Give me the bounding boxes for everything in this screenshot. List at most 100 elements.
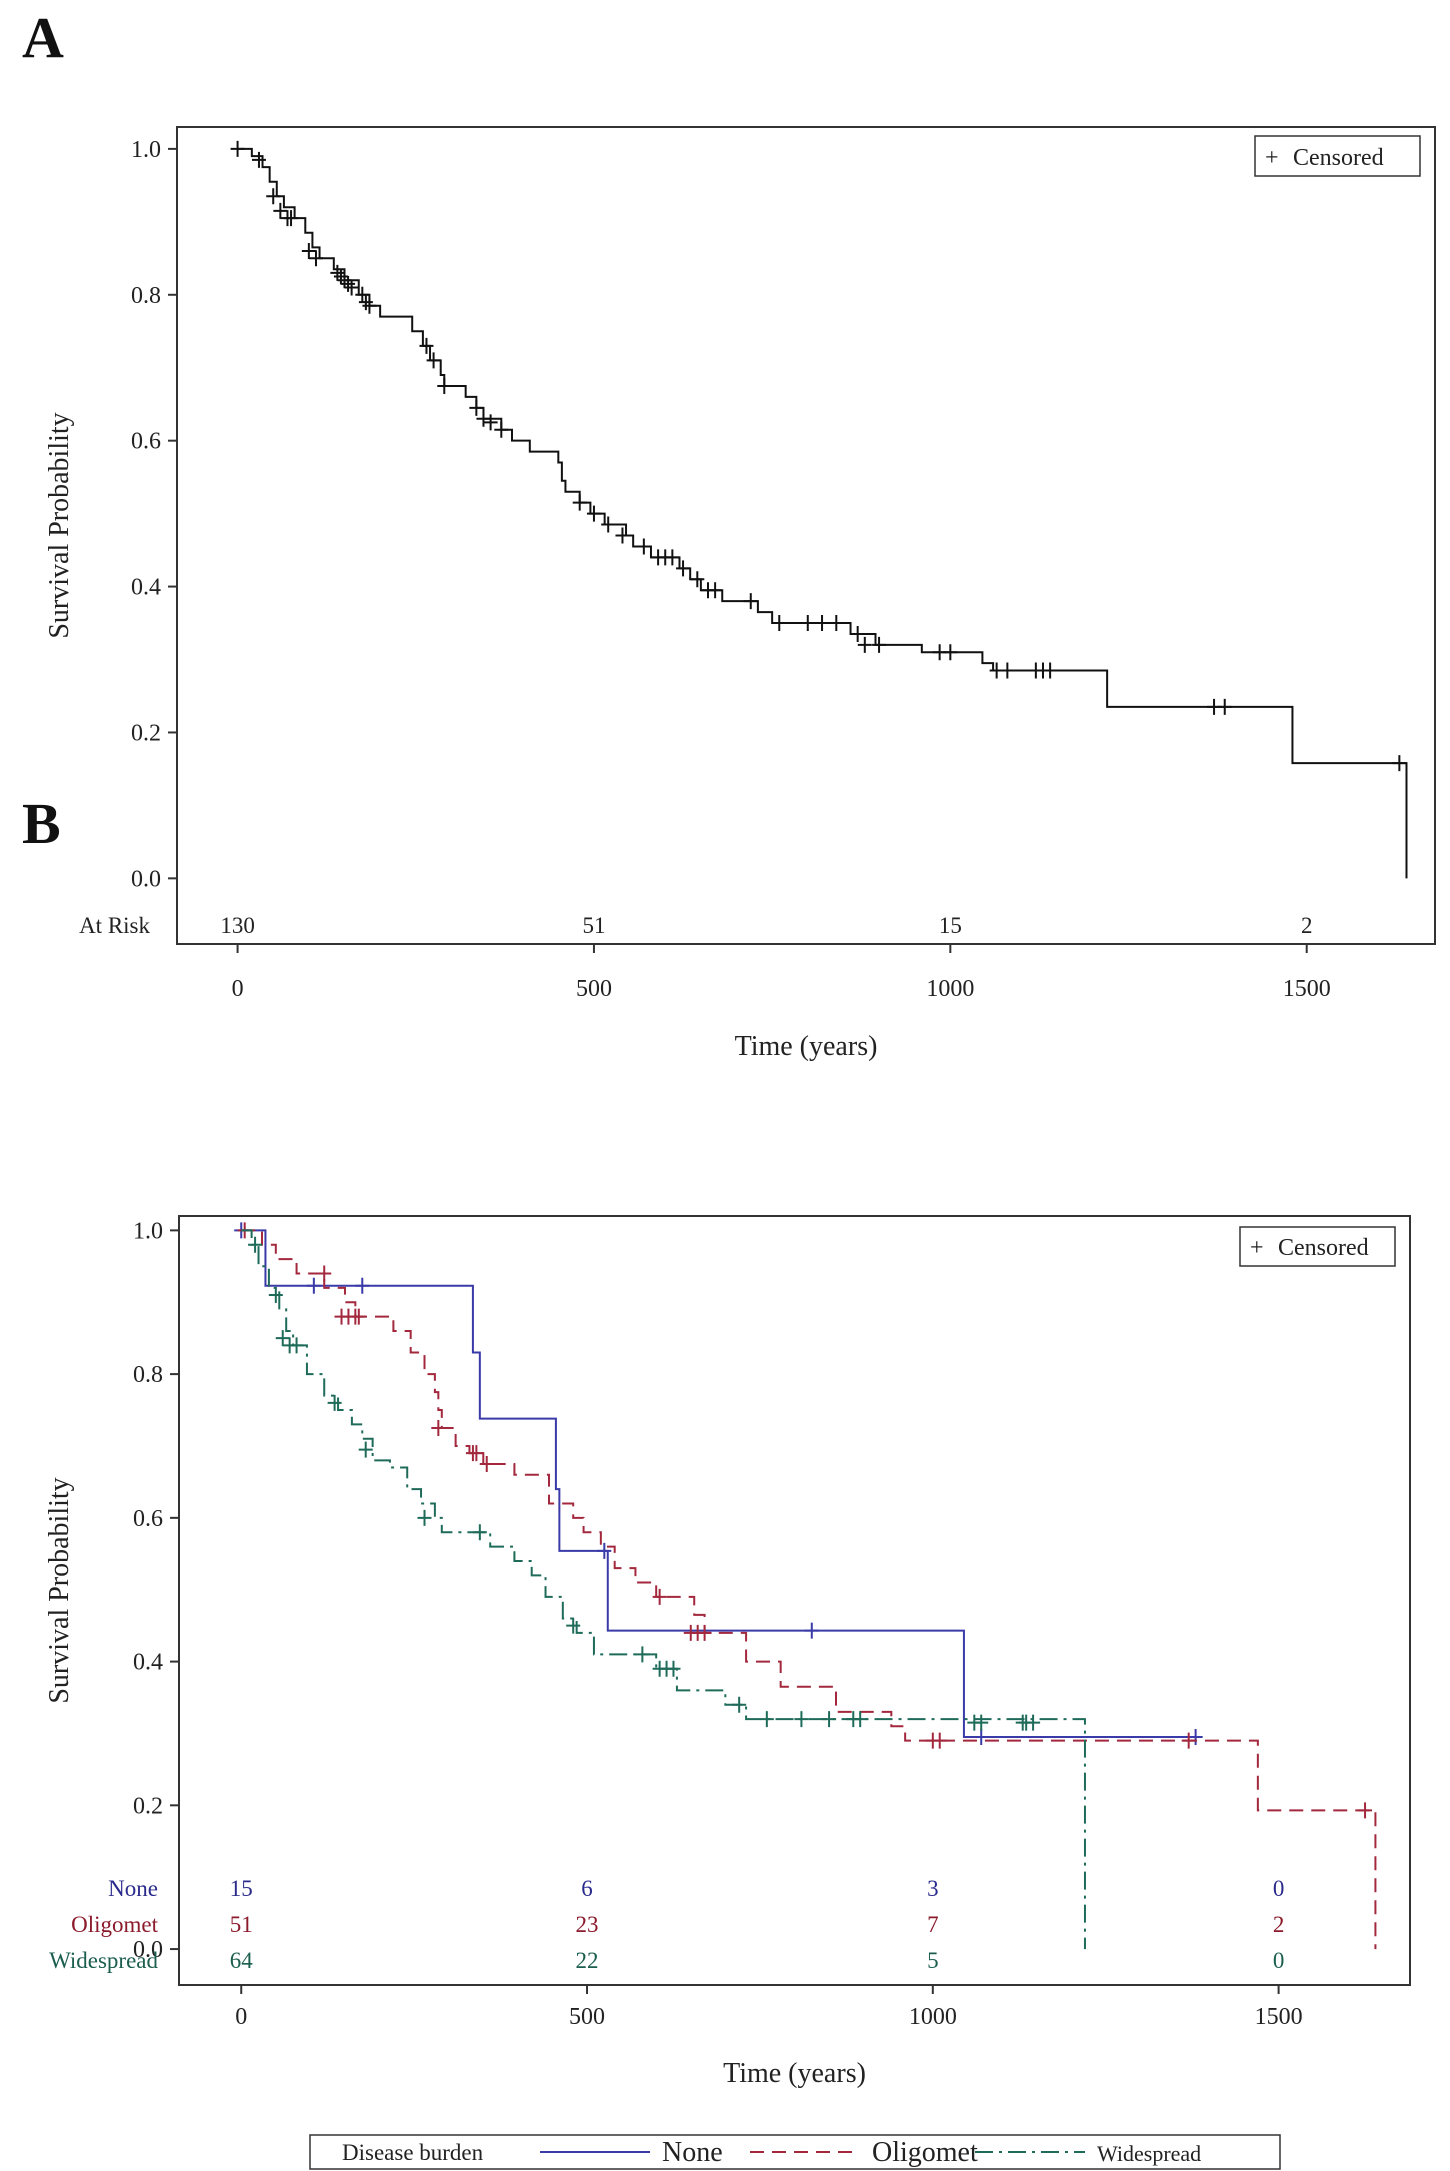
at-risk-count-b: 64 — [230, 1948, 254, 1973]
censored-mark-widespread — [417, 1509, 432, 1526]
censored-mark-all — [743, 593, 758, 610]
censored-mark-all — [943, 644, 958, 661]
censored-mark-all — [1392, 755, 1407, 772]
censored-mark-all — [426, 352, 441, 369]
censored-mark-all — [690, 571, 705, 588]
censored-mark-widespread — [268, 1287, 283, 1304]
x-axis-title-a: Time (years) — [735, 1031, 878, 1062]
y-tick-label-a: 0.0 — [131, 866, 161, 892]
censored-mark-oligomet — [697, 1624, 712, 1641]
censored-mark-all — [494, 421, 509, 438]
censored-mark-none — [1188, 1729, 1203, 1746]
survival-curve-widespread — [241, 1229, 1086, 1950]
censored-mark-widespread — [248, 1236, 263, 1253]
censored-mark-all — [476, 410, 491, 427]
at-risk-count-a: 130 — [220, 913, 255, 938]
censored-mark-none — [306, 1277, 321, 1294]
censored-mark-widespread — [358, 1441, 373, 1458]
at-risk-count-b: 0 — [1273, 1876, 1285, 1901]
censored-mark-oligomet — [431, 1420, 446, 1437]
censored-mark-all — [273, 202, 288, 219]
at-risk-count-b: 7 — [927, 1912, 939, 1937]
censored-mark-all — [572, 494, 587, 511]
censored-mark-all — [586, 505, 601, 522]
x-tick-label-b: 1500 — [1255, 2004, 1303, 2030]
at-risk-count-b: 3 — [927, 1876, 939, 1901]
censored-mark-all — [308, 250, 323, 267]
censored-mark-oligomet — [479, 1455, 494, 1472]
censored-mark-all — [800, 615, 815, 632]
censored-mark-all — [284, 210, 299, 227]
y-axis-title-b: Survival Probability — [44, 1477, 75, 1703]
censored-mark-oligomet — [351, 1308, 366, 1325]
censored-mark-all — [601, 516, 616, 533]
censored-legend-box-b — [1239, 1226, 1396, 1267]
censored-mark-oligomet — [652, 1588, 667, 1605]
at-risk-count-b: 0 — [1273, 1948, 1285, 1973]
y-tick-label-b: 0.6 — [133, 1506, 163, 1532]
censored-mark-all — [772, 615, 787, 632]
x-axis-title-b: Time (years) — [723, 2058, 866, 2089]
plot-frame-b — [178, 1215, 1411, 1986]
plot-frame-a — [176, 126, 1436, 945]
panel-b-label: B — [22, 791, 61, 856]
y-tick-label-b: 0.8 — [133, 1362, 163, 1388]
censored-mark-widespread — [822, 1711, 837, 1728]
group-legend-title: Disease burden — [342, 2140, 484, 2165]
censored-mark-all — [230, 140, 245, 157]
censored-legend-box-a — [1254, 135, 1421, 177]
censored-mark-widespread — [666, 1660, 681, 1677]
y-tick-label-b: 0.0 — [133, 1937, 163, 1963]
at-risk-count-a: 15 — [939, 913, 962, 938]
censored-mark-all — [708, 582, 723, 599]
censored-mark-widespread — [275, 1330, 290, 1347]
censored-mark-all — [266, 188, 281, 205]
survival-curve-oligomet — [241, 1229, 1377, 1950]
censored-mark-all — [857, 636, 872, 653]
censored-mark-none — [974, 1729, 989, 1746]
y-tick-label-b: 0.2 — [133, 1793, 163, 1819]
at-risk-group-label-b: Widespread — [49, 1948, 158, 1973]
censored-mark-all — [1043, 662, 1058, 679]
censored-mark-all — [437, 377, 452, 394]
censored-mark-widespread — [472, 1524, 487, 1541]
survival-curve-none — [241, 1229, 1203, 1739]
censored-mark-oligomet — [1181, 1732, 1196, 1749]
censored-mark-all — [1000, 662, 1015, 679]
at-risk-count-b: 6 — [581, 1876, 593, 1901]
censored-legend-marker-b: + — [1250, 1235, 1264, 1261]
censored-mark-all — [337, 272, 352, 289]
at-risk-count-b: 22 — [576, 1948, 599, 1973]
censored-mark-widespread — [566, 1617, 581, 1634]
x-tick-label-b: 0 — [235, 2004, 247, 2030]
censored-mark-widespread — [974, 1714, 989, 1731]
group-legend-item-label: Oligomet — [872, 2137, 978, 2168]
censored-mark-all — [636, 538, 651, 555]
survival-curve-all — [237, 147, 1408, 879]
censored-mark-all — [615, 527, 630, 544]
at-risk-count-b: 23 — [576, 1912, 599, 1937]
censored-mark-all — [333, 268, 348, 285]
censored-mark-all — [362, 297, 377, 314]
x-tick-label-a: 0 — [232, 976, 244, 1002]
x-tick-label-a: 1000 — [926, 976, 974, 1002]
censored-legend-marker-a: + — [1265, 145, 1279, 171]
at-risk-count-b: 2 — [1273, 1912, 1285, 1937]
censored-mark-oligomet — [469, 1445, 484, 1462]
group-legend-item-label: None — [662, 2137, 723, 2168]
group-legend-item-label: Widespread — [1097, 2141, 1201, 2166]
censored-mark-all — [469, 399, 484, 416]
censored-mark-all — [251, 151, 266, 168]
censored-mark-all — [815, 615, 830, 632]
y-tick-label-a: 0.2 — [131, 720, 161, 746]
censored-mark-none — [597, 1542, 612, 1559]
censored-mark-oligomet — [932, 1732, 947, 1749]
panel-a-label: A — [22, 5, 64, 70]
at-risk-count-a: 51 — [582, 913, 605, 938]
censored-mark-all — [872, 636, 887, 653]
censored-mark-all — [330, 264, 345, 281]
censored-mark-oligomet — [317, 1265, 332, 1282]
censored-mark-none — [355, 1277, 370, 1294]
